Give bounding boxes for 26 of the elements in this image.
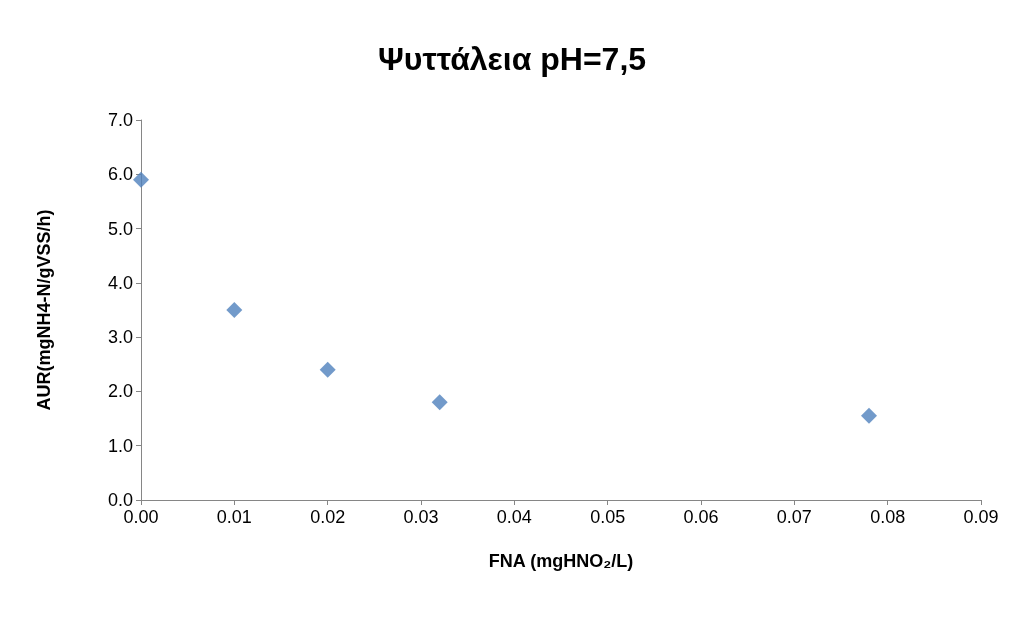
point — [319, 361, 336, 378]
y-tick-label: 1.0 — [107, 435, 133, 456]
x-tick-label: 0.04 — [496, 507, 532, 527]
y-tick-label: 3.0 — [107, 327, 133, 348]
y-tick-label: 4.0 — [107, 272, 133, 293]
x-tick-label: 0.03 — [403, 507, 439, 527]
y-tick-label: 0.0 — [107, 490, 133, 510]
x-axis-title: FNA (mgHNO₂/L) — [488, 551, 634, 571]
y-tick-label: 2.0 — [107, 381, 133, 402]
y-tick-label: 5.0 — [107, 218, 133, 239]
chart-title: Ψυττάλεια pH=7,5 — [377, 41, 647, 77]
x-tick-label: 0.09 — [963, 507, 999, 527]
point — [133, 171, 149, 188]
x-tick-label: 0.07 — [776, 507, 812, 527]
x-tick-label: 0.00 — [123, 507, 159, 527]
x-tick-label: 0.06 — [683, 507, 719, 527]
point — [861, 407, 877, 424]
point — [226, 302, 243, 318]
y-tick-label: 7.0 — [107, 110, 133, 130]
point — [431, 394, 448, 411]
y-axis-title: AUR(mgNH4-N/gVSS/h) — [34, 209, 54, 411]
x-tick-label: 0.02 — [310, 507, 346, 527]
y-tick-label: 6.0 — [107, 164, 133, 185]
x-tick-label: 0.05 — [590, 507, 626, 527]
x-tick-label: 0.08 — [870, 507, 906, 527]
x-tick-label: 0.01 — [216, 507, 252, 527]
